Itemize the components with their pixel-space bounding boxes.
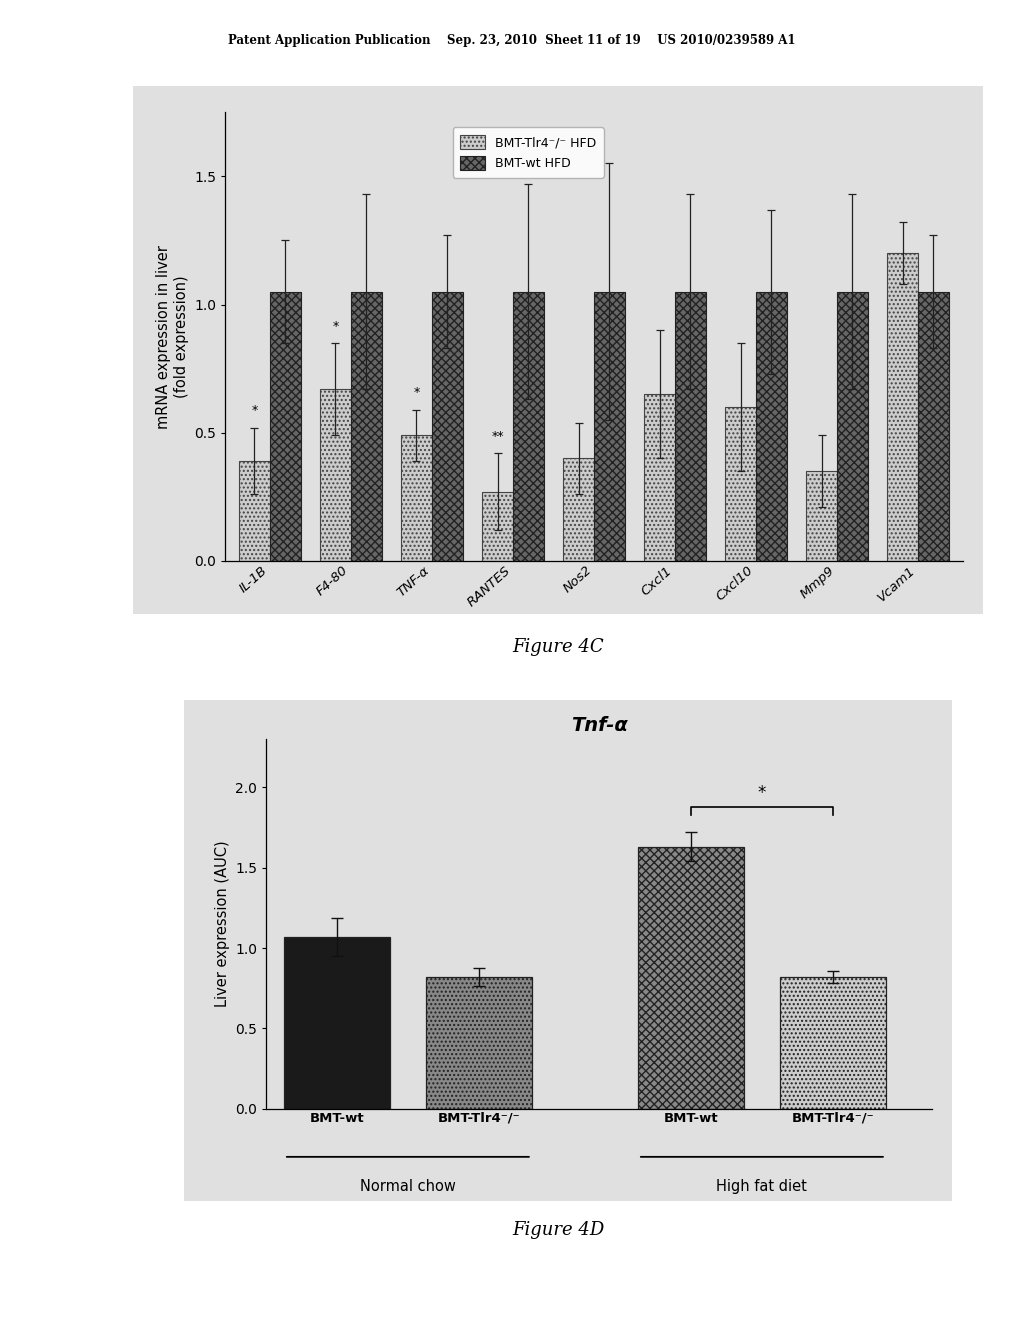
Text: *: * (414, 387, 420, 400)
Bar (638, 847, 744, 1109)
Bar (806, 471, 837, 561)
Text: High fat diet: High fat diet (717, 1179, 807, 1195)
Y-axis label: mRNA expression in liver
(fold expression): mRNA expression in liver (fold expressio… (157, 244, 188, 429)
Text: *: * (333, 319, 339, 333)
Bar (239, 461, 270, 561)
Bar (482, 492, 513, 561)
Bar (644, 395, 675, 561)
Bar (284, 937, 390, 1109)
Text: *: * (251, 404, 258, 417)
Text: Normal chow: Normal chow (359, 1179, 456, 1195)
Text: Patent Application Publication    Sep. 23, 2010  Sheet 11 of 19    US 2010/02395: Patent Application Publication Sep. 23, … (228, 34, 796, 48)
Bar (270, 292, 301, 561)
Bar (426, 977, 531, 1109)
Bar (351, 292, 382, 561)
Bar (887, 253, 918, 561)
Bar (756, 292, 786, 561)
Bar (594, 292, 625, 561)
Bar (779, 977, 886, 1109)
Text: Figure 4C: Figure 4C (512, 638, 604, 656)
Title: Tnf-α: Tnf-α (570, 715, 628, 735)
Bar (725, 407, 756, 561)
Text: Figure 4D: Figure 4D (512, 1221, 604, 1239)
Bar (432, 292, 463, 561)
Bar (675, 292, 706, 561)
Bar (837, 292, 867, 561)
Text: *: * (758, 784, 766, 801)
Legend: BMT-Tlr4⁻/⁻ HFD, BMT-wt HFD: BMT-Tlr4⁻/⁻ HFD, BMT-wt HFD (453, 128, 604, 178)
Y-axis label: Liver expression (AUC): Liver expression (AUC) (215, 841, 229, 1007)
Bar (513, 292, 544, 561)
Bar (563, 458, 594, 561)
Bar (401, 436, 432, 561)
Text: **: ** (492, 430, 504, 444)
Bar (321, 389, 351, 561)
Bar (918, 292, 949, 561)
